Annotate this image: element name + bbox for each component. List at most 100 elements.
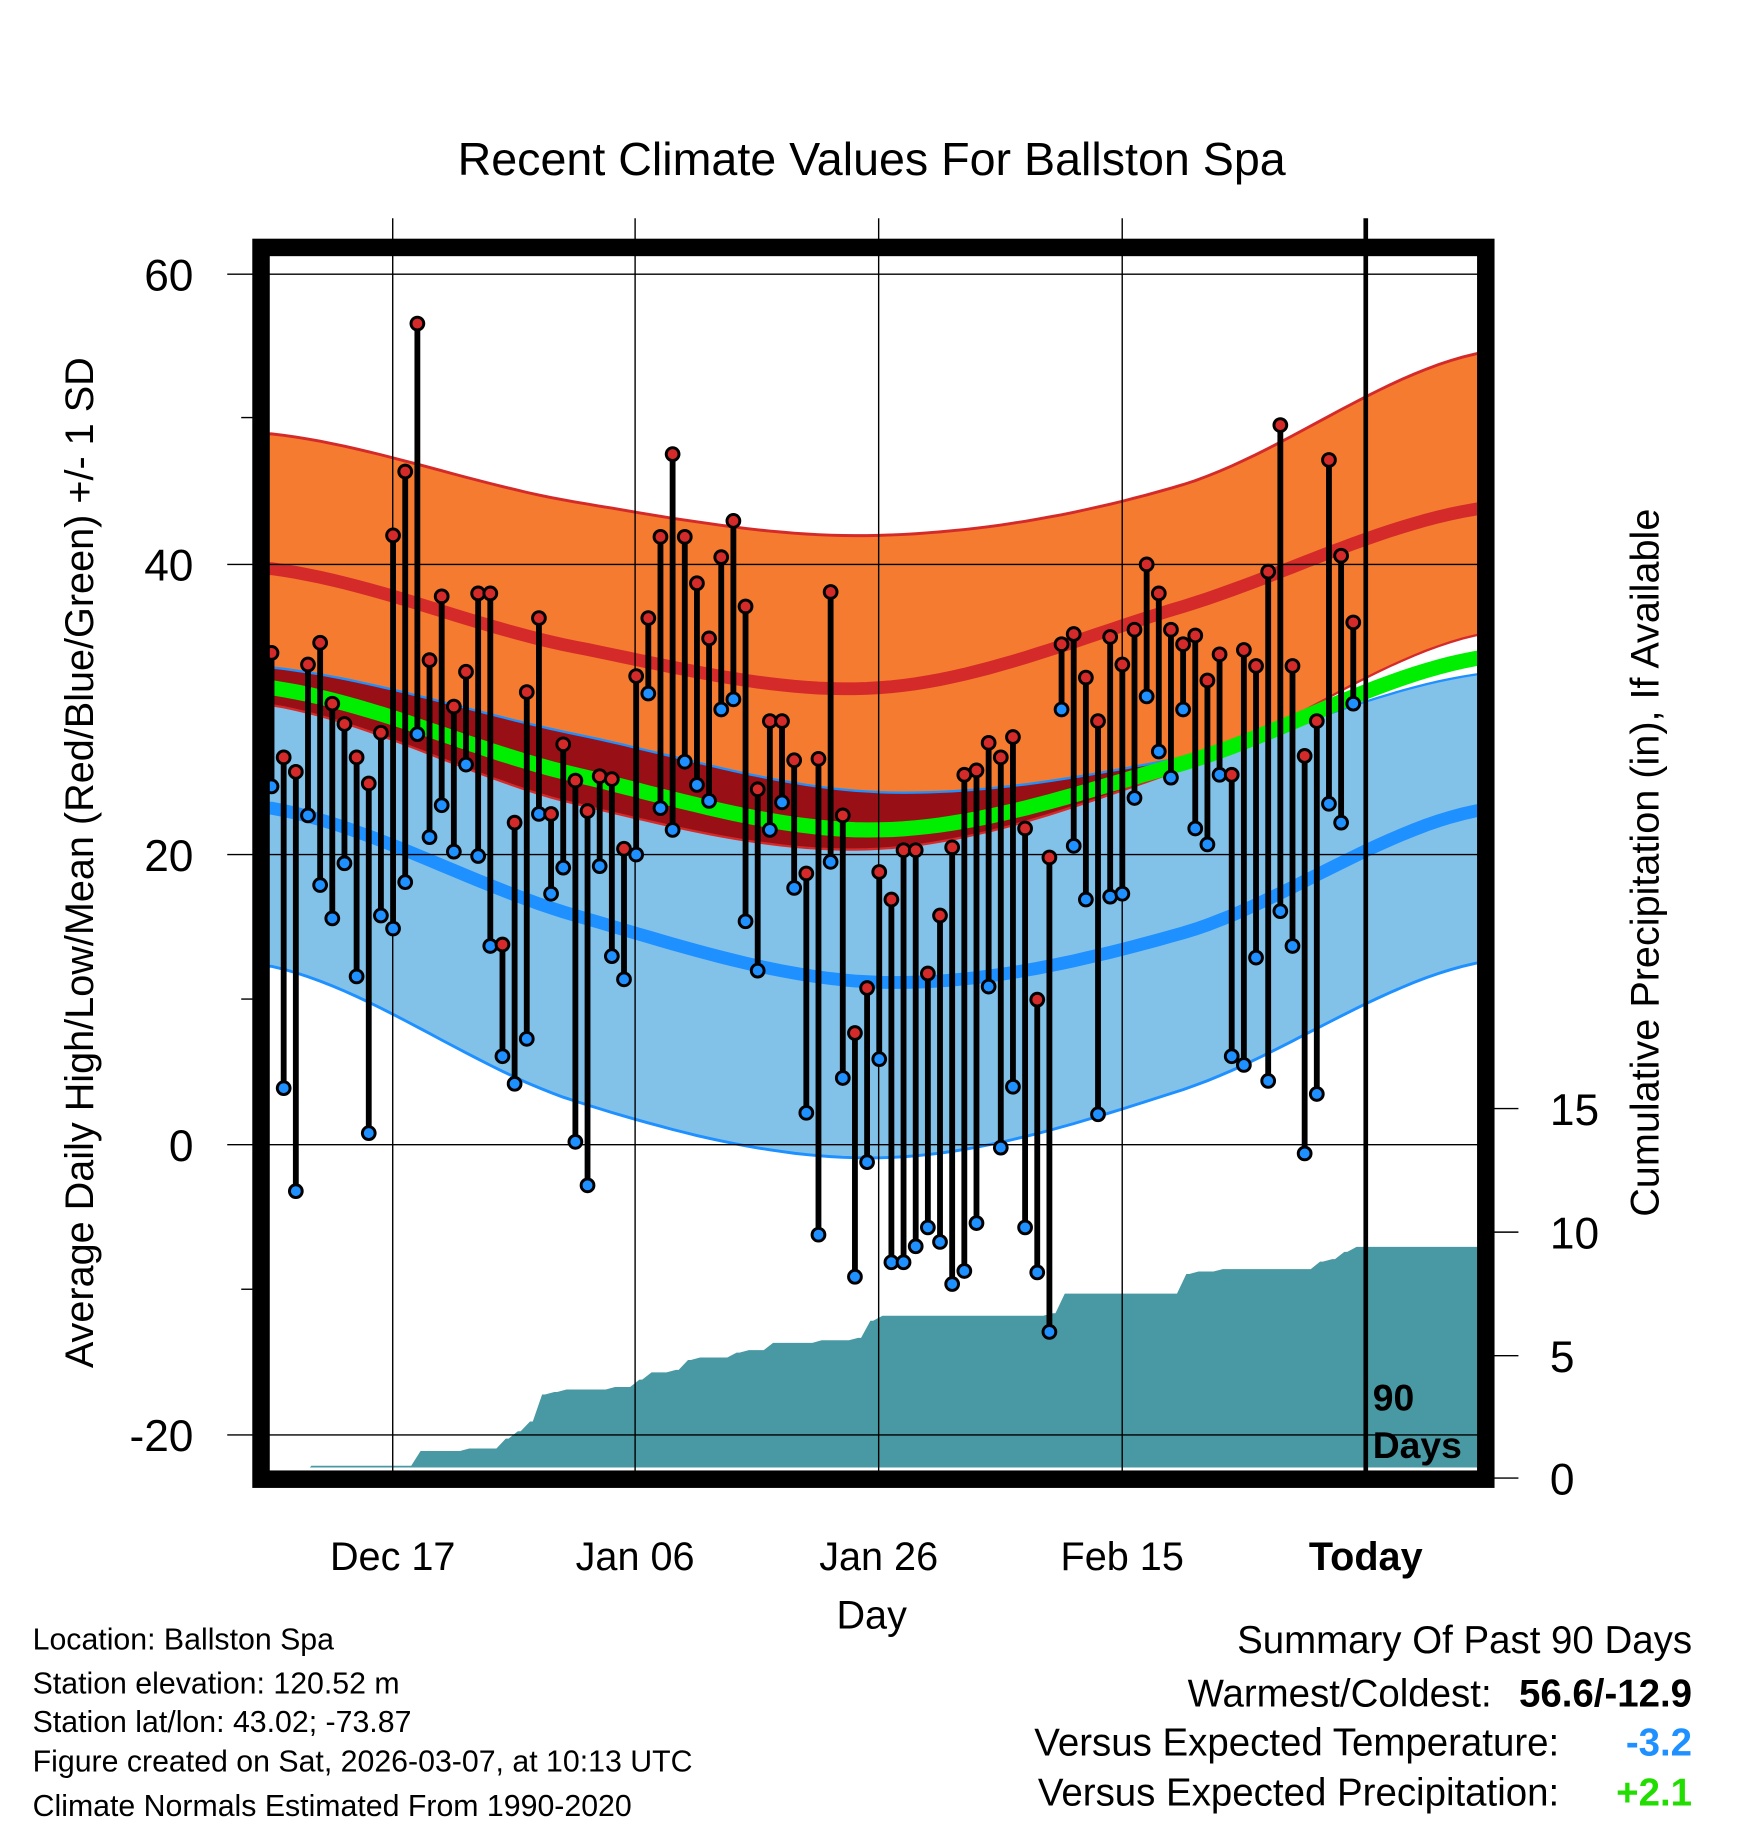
high-point [1260,563,1277,580]
daily-stem [883,891,900,1271]
low-point [1078,891,1094,908]
high-point [786,752,803,769]
y-tick-label: 60 [144,252,193,301]
daily-stem [385,527,401,937]
high-point [1090,713,1106,729]
low-point [1308,1086,1325,1102]
low-point [725,691,742,708]
high-point [664,446,681,463]
low-point [409,726,426,743]
high-point [1005,729,1021,745]
high-point [737,598,754,615]
daily-stem [1090,713,1106,1123]
high-point [1248,658,1264,674]
low-point [348,968,365,985]
low-point [470,848,487,864]
low-point [761,822,778,838]
daily-stem [1333,547,1349,831]
low-point [269,778,280,795]
daily-stem [1150,585,1167,760]
daily-stem [275,749,292,1097]
low-point [324,910,341,927]
high-point [603,771,620,787]
daily-stem [749,781,766,979]
low-point [1272,903,1289,920]
high-point [579,803,596,819]
low-point [822,853,839,870]
low-point [1223,1048,1240,1065]
daily-stem [616,840,632,988]
summary-warmest-value: 56.6/-12.9 [1519,1672,1692,1715]
high-point [883,891,900,908]
daily-stem [445,698,462,860]
low-point [737,913,754,930]
high-point [652,528,669,545]
high-point [300,656,316,673]
low-point [555,859,572,876]
high-point [1175,636,1191,653]
x-tick-label: Jan 26 [819,1535,938,1579]
high-point [269,645,280,661]
high-point [312,634,329,651]
high-point [944,839,961,856]
high-point [992,749,1009,766]
daily-temperature-stems [269,315,1362,1340]
low-point [676,753,693,770]
daily-stem [1284,658,1301,954]
daily-stem [603,771,620,964]
y-axis-right-label: Cumulative Precipitation (in), If Availa… [1623,509,1667,1217]
low-point [774,794,790,811]
low-point [919,1219,936,1236]
daily-stem [300,656,316,824]
daily-stem [859,980,875,1171]
low-point [932,1234,948,1250]
daily-stem [567,772,584,1150]
low-point [1114,885,1131,902]
low-point [847,1268,863,1285]
x-tick-label: Jan 06 [576,1535,695,1579]
low-point [1005,1078,1021,1095]
summary-precip-label: Versus Expected Precipitation: [1038,1771,1559,1814]
daily-stem [506,814,523,1092]
daily-stem [1223,766,1240,1065]
high-point [1053,636,1070,653]
x-tick-label: Feb 15 [1061,1535,1184,1579]
low-point [713,701,730,718]
low-point [518,1030,535,1047]
low-point [871,1051,888,1068]
low-point [1017,1219,1033,1236]
low-point [1187,820,1204,837]
high-point [932,907,948,924]
high-point [1211,646,1228,663]
daily-stem [397,463,414,890]
daily-stem [1260,563,1277,1089]
low-point [336,855,353,872]
high-point [1321,452,1337,468]
daily-stem [956,766,973,1279]
y-tick-label: -20 [129,1412,193,1461]
daily-stem [774,713,790,811]
daily-stem [822,584,839,870]
low-point [907,1238,924,1255]
daily-stem [543,806,559,902]
summary-title: Summary Of Past 90 Days [1237,1619,1692,1662]
high-point [1187,627,1204,644]
y-tick-label: 0 [169,1122,194,1171]
low-point [1029,1264,1046,1281]
daily-stem [1345,614,1362,712]
high-point [1272,417,1289,433]
precip-tick-label: 15 [1550,1086,1599,1135]
daily-stem [1114,656,1131,902]
chart-title: Recent Climate Values For Ballston Spa [458,133,1286,185]
high-point [324,695,341,712]
daily-stem [834,807,851,1086]
low-point [458,756,474,773]
low-point [360,1125,377,1141]
high-point [409,315,426,332]
low-point [287,1183,304,1200]
low-point [992,1139,1009,1156]
daily-stem [725,513,742,708]
low-point [1041,1324,1058,1340]
low-point [980,978,997,995]
